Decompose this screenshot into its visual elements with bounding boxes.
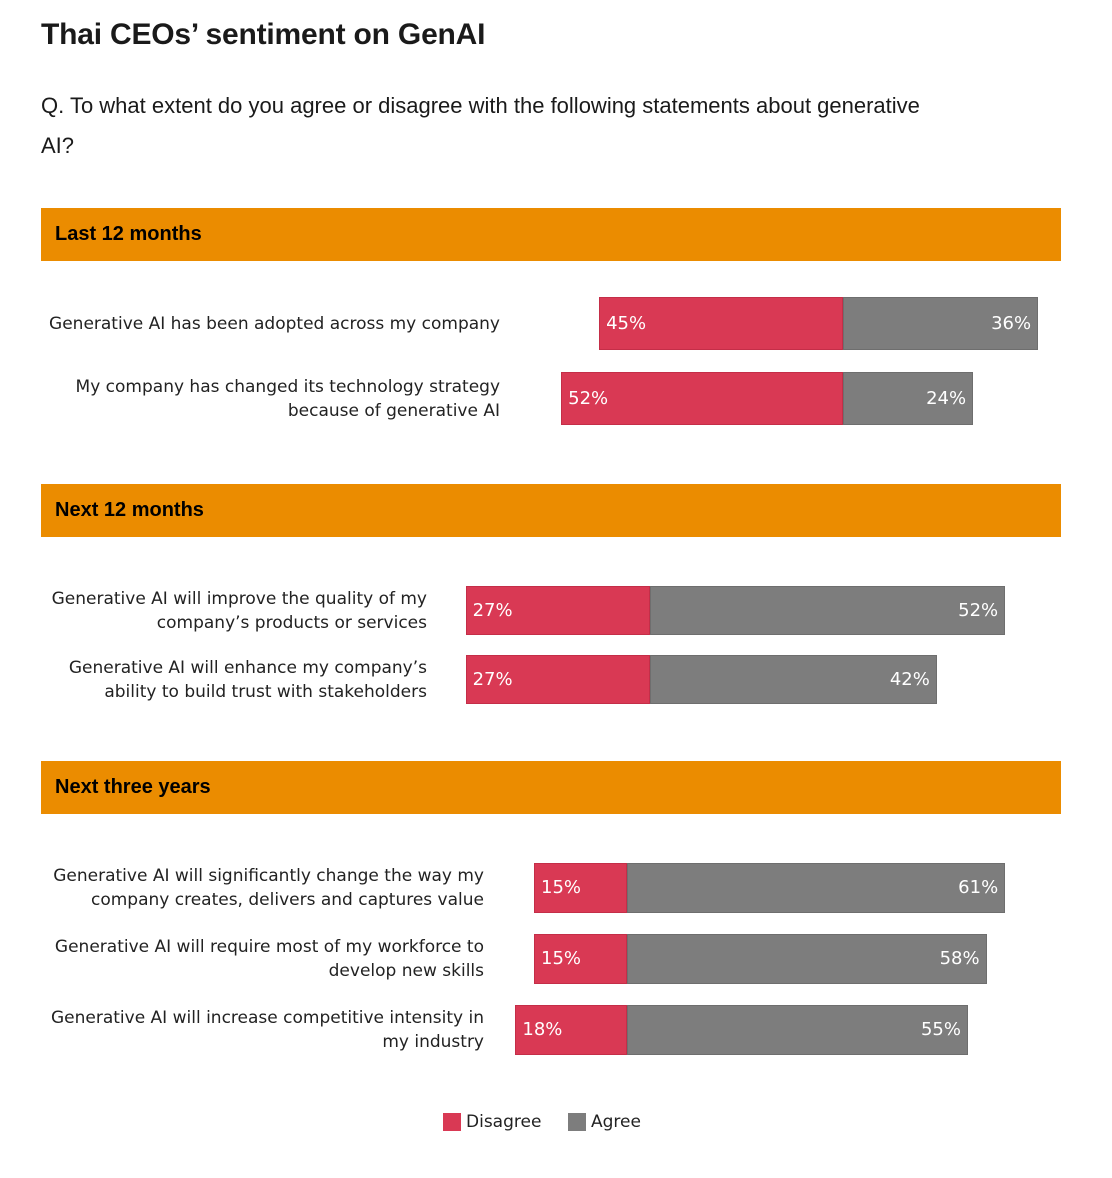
bar-agree: 52% <box>650 586 1006 635</box>
bar-disagree: 27% <box>465 655 650 704</box>
statement-label-line: Generative AI will require most of my wo… <box>54 937 484 957</box>
statement-label-line: company’s products or services <box>156 612 427 633</box>
section-header: Last 12 months <box>41 208 1061 261</box>
bar-disagree: 15% <box>534 934 627 984</box>
bar-agree: 58% <box>627 934 987 984</box>
statement-label-line: company creates, delivers and captures v… <box>90 890 484 910</box>
statement-label-line: develop new skills <box>328 961 484 981</box>
statement-label: Generative AI will significantly change … <box>53 864 484 912</box>
statement-label-line: my industry <box>382 1032 484 1052</box>
statement-label: Generative AI will increase competitive … <box>51 1006 484 1054</box>
statement-label-line: Generative AI has been adopted across my… <box>49 313 500 334</box>
statement-label-line: Generative AI will significantly change … <box>53 866 484 886</box>
statement-label: Generative AI has been adopted across my… <box>49 312 500 336</box>
bar-disagree: 18% <box>515 1005 627 1055</box>
bar-disagree: 52% <box>561 372 843 425</box>
statement-label: Generative AI will require most of my wo… <box>55 935 484 983</box>
statement-label-line: ability to build trust with stakeholders <box>104 681 427 702</box>
legend-label-disagree: Disagree <box>466 1112 542 1132</box>
bar-agree: 24% <box>843 372 974 425</box>
legend-label-agree: Agree <box>591 1112 641 1132</box>
bar-agree: 61% <box>627 863 1006 913</box>
statement-label: Generative AI will enhance my company’s a… <box>69 656 427 704</box>
statement-label-line: because of generative AI <box>287 400 500 421</box>
bar-agree: 42% <box>650 655 937 704</box>
legend-swatch-disagree <box>443 1113 461 1131</box>
statement-label-line: Generative AI will increase competitive … <box>50 1008 484 1028</box>
statement-label-line: Generative AI will improve the quality o… <box>51 588 427 609</box>
statement-label: My company has changed its technology st… <box>76 375 500 423</box>
bar-disagree: 27% <box>465 586 650 635</box>
chart-question: Q. To what extent do you agree or disagr… <box>41 93 920 158</box>
chart-title: Thai CEOs’ sentiment on GenAI <box>41 18 486 51</box>
statement-label-line: Generative AI will enhance my company’s <box>68 657 427 678</box>
section-header: Next 12 months <box>41 484 1061 537</box>
statement-label-line: My company has changed its technology st… <box>75 376 500 397</box>
bar-disagree: 45% <box>599 297 843 350</box>
bar-agree: 36% <box>843 297 1039 350</box>
section-header: Next three years <box>41 761 1061 814</box>
bar-agree: 55% <box>627 1005 968 1055</box>
bar-disagree: 15% <box>534 863 627 913</box>
statement-label: Generative AI will improve the quality o… <box>52 587 427 635</box>
legend-swatch-agree <box>568 1113 586 1131</box>
